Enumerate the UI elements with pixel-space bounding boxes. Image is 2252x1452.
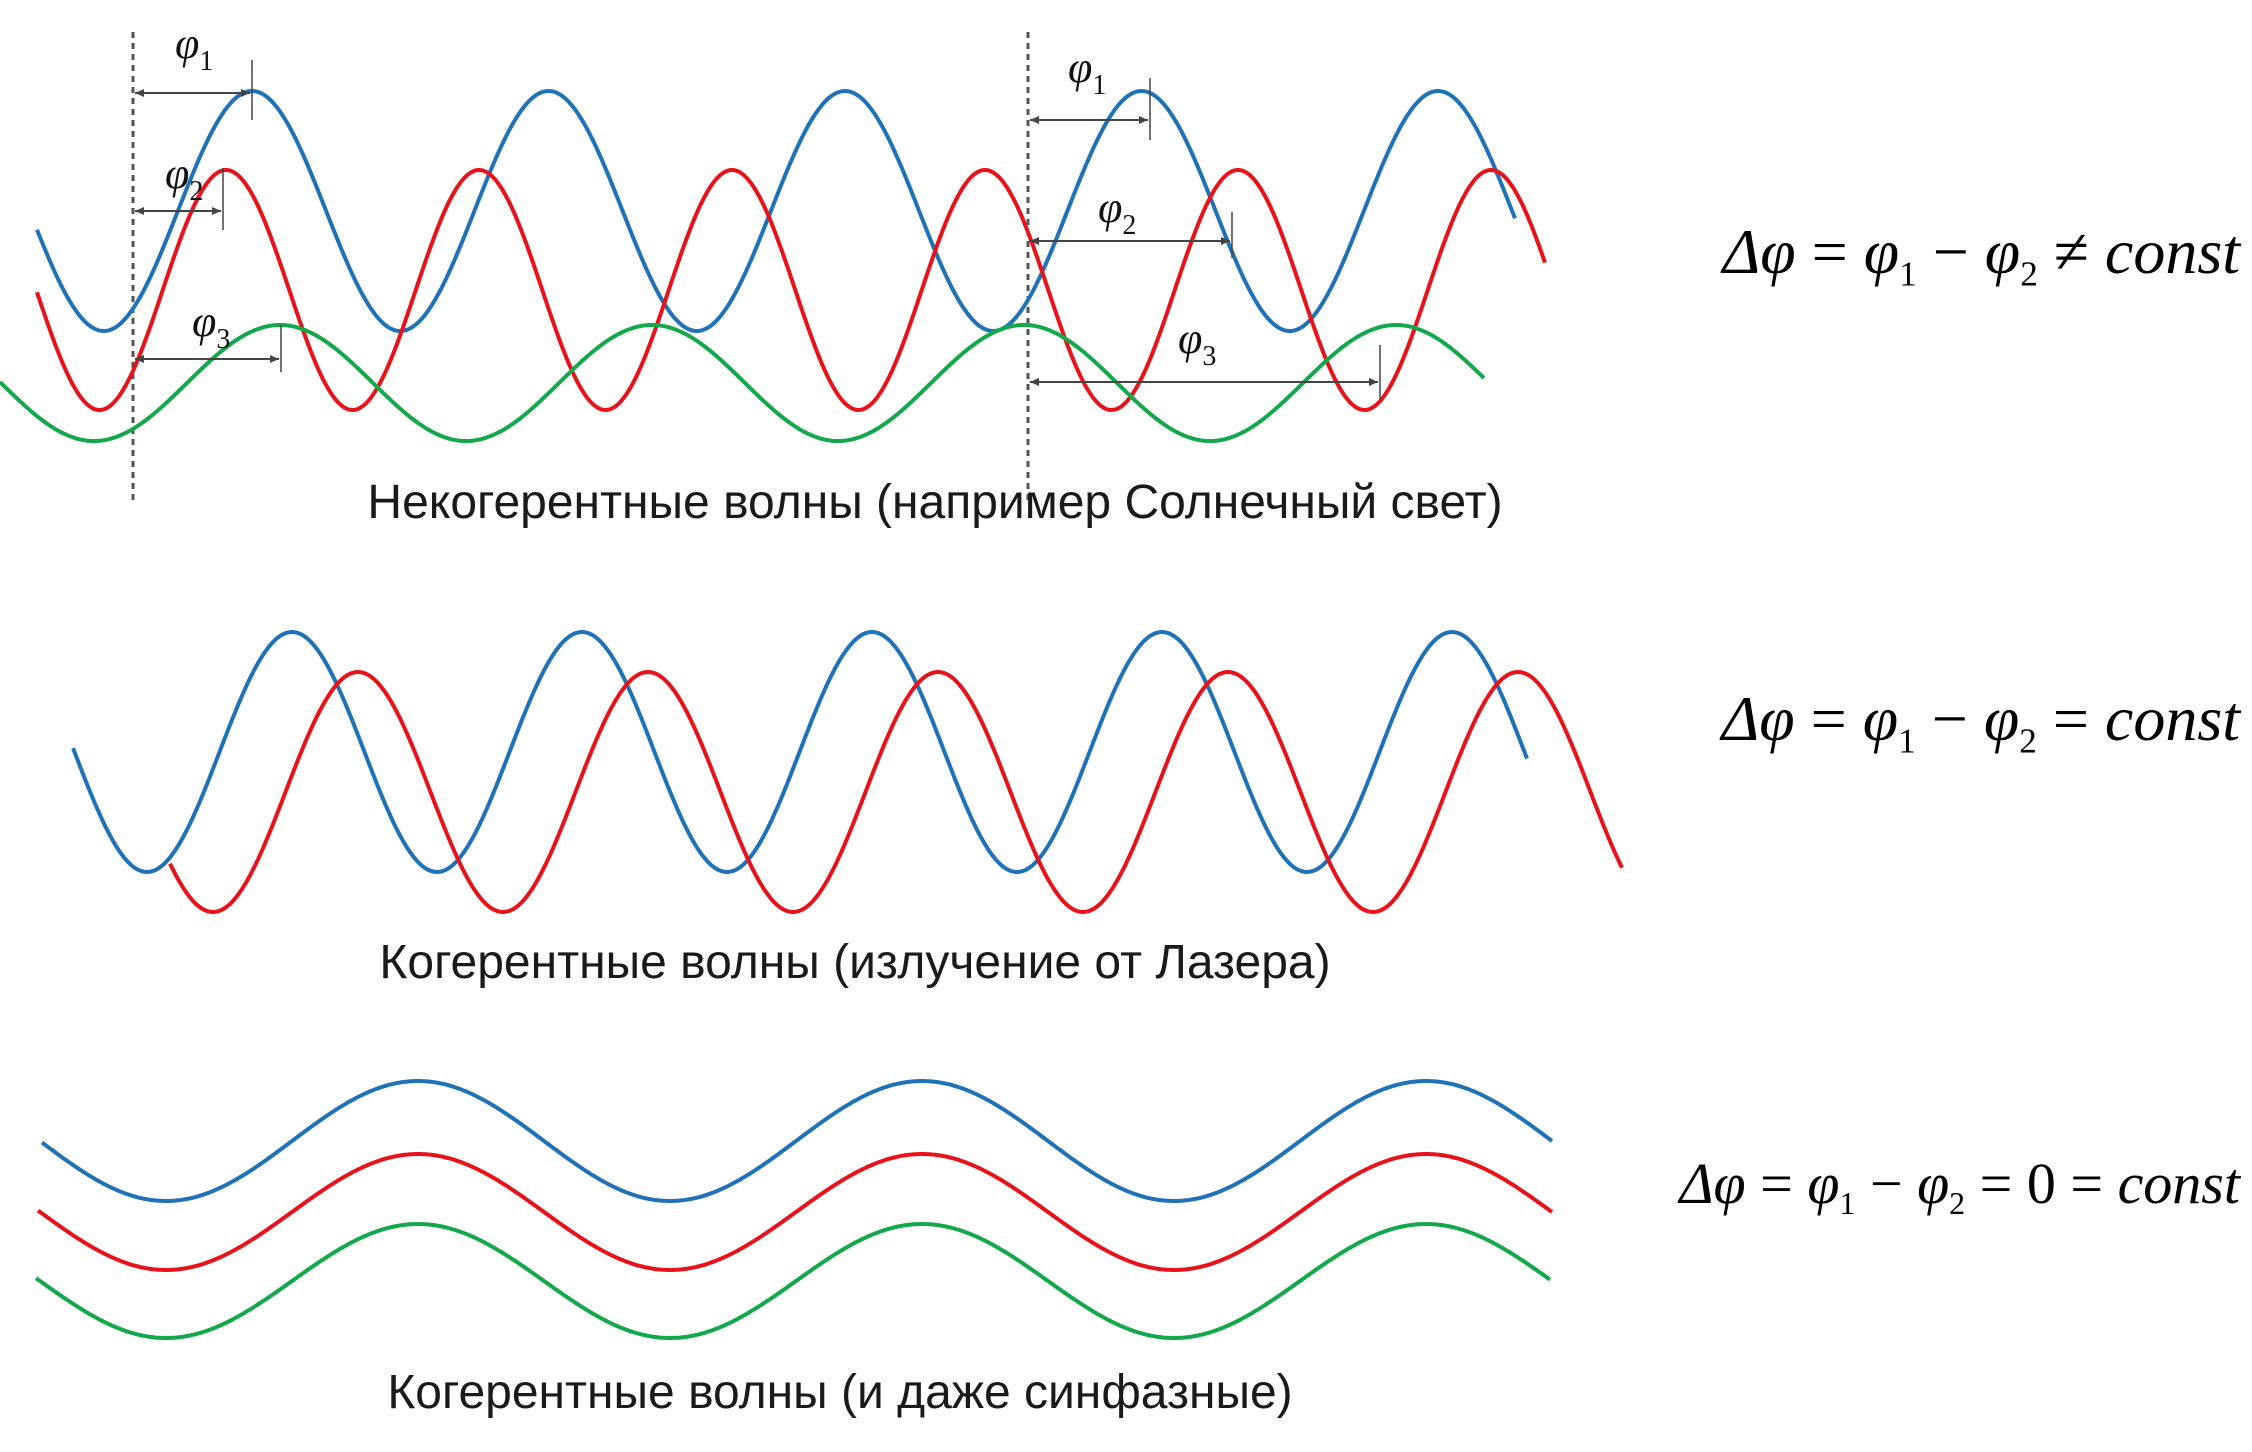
phase-label-4: φ1 <box>1068 43 1106 101</box>
green-wave <box>34 1222 1552 1340</box>
phase-label-1: φ1 <box>175 19 213 77</box>
blue-wave <box>40 1079 1554 1203</box>
in-phase-waves-panel <box>34 1079 1554 1340</box>
phase-label-6: φ3 <box>1178 314 1216 372</box>
red-wave <box>168 669 1624 914</box>
in-phase-caption: Когерентные волны (и даже синфазные) <box>387 1366 1293 1419</box>
blue-wave <box>71 630 1529 875</box>
phase-label-5: φ2 <box>1098 183 1136 241</box>
coherent-waves-panel <box>71 630 1624 914</box>
red-wave <box>36 1152 1554 1272</box>
in-phase-formula: Δφ = φ1 − φ2 = 0 = const <box>1679 1151 2240 1222</box>
red-wave <box>35 167 1547 413</box>
incoherent-formula: Δφ = φ1 − φ2 ≠ const <box>1722 216 2240 294</box>
incoherent-caption: Некогерентные волны (например Солнечный … <box>367 476 1503 529</box>
green-wave <box>0 323 1486 443</box>
coherent-caption: Когерентные волны (излучение от Лазера) <box>379 936 1331 989</box>
phase-label-3: φ3 <box>192 297 230 355</box>
blue-wave <box>35 88 1517 334</box>
coherent-formula: Δφ = φ1 − φ2 = const <box>1721 683 2240 761</box>
